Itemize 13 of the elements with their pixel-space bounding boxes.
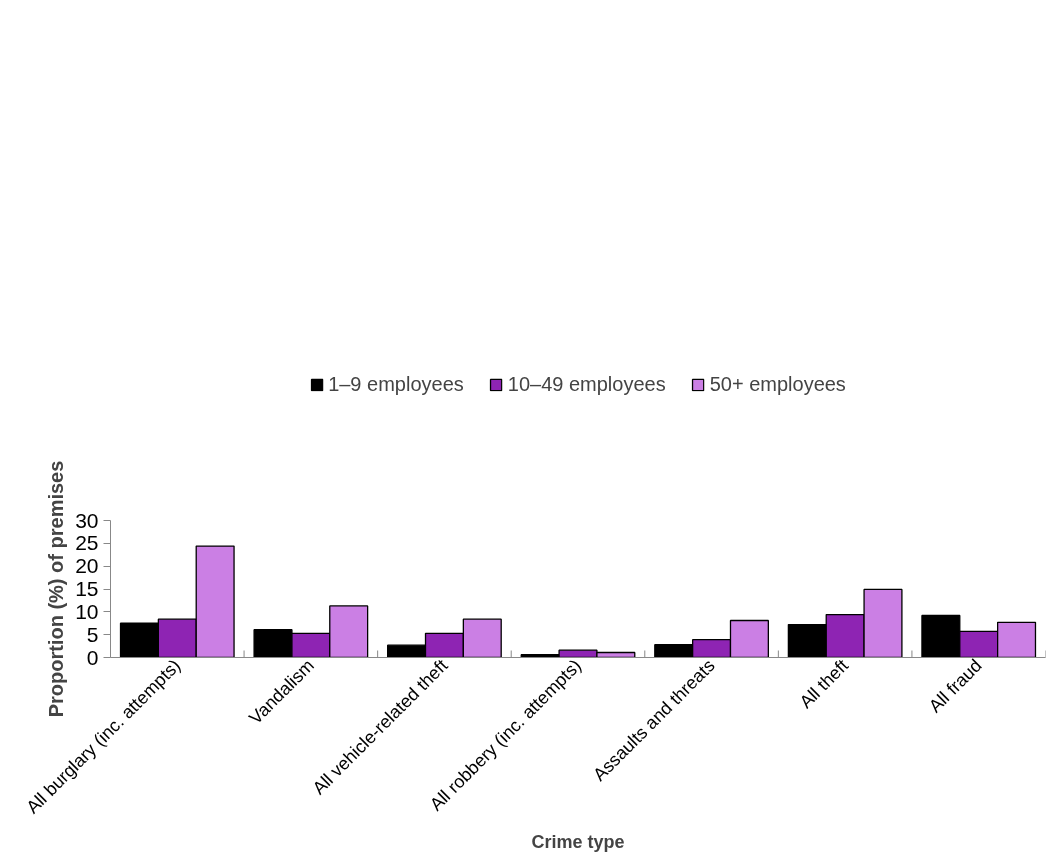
y-tick-label: 25 (75, 531, 99, 555)
y-tick-label: 0 (86, 645, 99, 669)
y-tick-label: 20 (75, 554, 99, 578)
y-tick-label: 10 (75, 599, 99, 623)
y-tick-label: 30 (75, 508, 99, 532)
legend-label: 50+ employees (709, 372, 846, 396)
y-tick-label: 5 (86, 622, 99, 646)
x-tick-label: All theft (795, 655, 853, 713)
x-axis-title: Crime type (531, 832, 625, 853)
legend-label: 1–9 employees (328, 372, 464, 396)
legend-label: 10–49 employees (507, 372, 666, 396)
y-tick-label: 15 (75, 577, 99, 600)
y-axis-title: Proportion (%) of premises (45, 460, 68, 718)
